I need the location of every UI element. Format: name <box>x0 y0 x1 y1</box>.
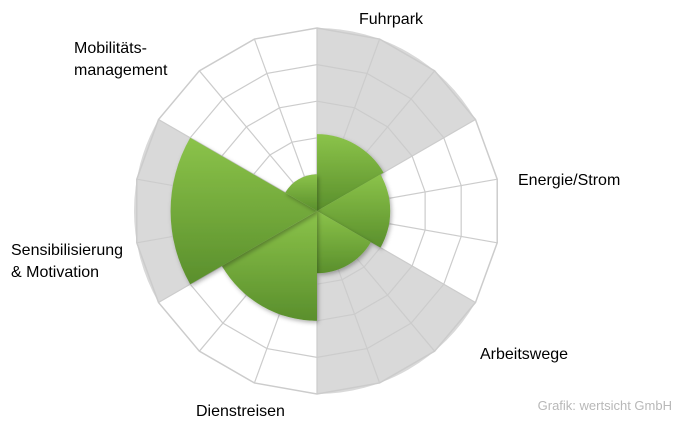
series-wedge-6 <box>285 174 317 211</box>
series-wedge-2 <box>317 174 391 248</box>
grid-spoke-18 <box>253 38 306 177</box>
category-labels: Fuhrpark Energie/Strom Arbeitswege Dienstre… <box>11 11 620 420</box>
category-label-6: Mobilitäts-management <box>74 40 168 79</box>
series-wedge-1 <box>317 134 384 211</box>
grid-spoke-17 <box>198 70 294 184</box>
category-label-3: Arbeitswege <box>480 346 568 363</box>
credit-text: Grafik: wertsicht GmbH <box>538 398 672 413</box>
series-wedge-4 <box>221 211 317 321</box>
category-label-1: Fuhrpark <box>359 11 424 28</box>
category-label-4: Dienstreisen <box>196 403 285 420</box>
series-wedges <box>170 134 391 321</box>
category-label-5: Sensibilisierung & Motivation <box>11 242 123 281</box>
background-wedge-6 <box>158 28 317 211</box>
series-wedge-5 <box>170 137 317 285</box>
series-wedge-3 <box>317 211 371 274</box>
category-label-2: Energie/Strom <box>518 172 620 189</box>
